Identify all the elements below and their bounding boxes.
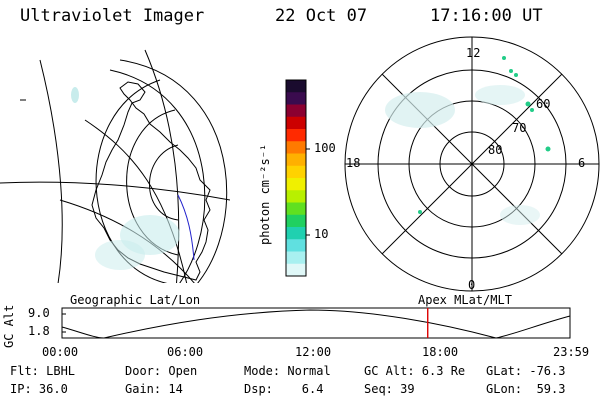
timeline-right-title: Apex MLat/MLT [418,293,512,307]
footer-door: Door: Open [125,364,198,378]
polar-label-left: 18 [346,156,361,170]
footer-filter: Flt: LBHL [10,364,76,378]
colorbar-tick-100: 100 [314,141,336,155]
geographic-map [0,49,230,283]
map-meridian-3 [84,119,188,283]
colorbar-swatch [286,116,306,130]
footer-gc-alt: GC Alt: 6.3 Re [364,364,466,378]
timeline-y-axis-title: GC Alt [2,304,16,348]
polar-bright-spots [418,56,551,214]
instrument-title: Ultraviolet Imager [20,6,205,26]
timeline-ytick-1.8: 1.8 [28,324,50,338]
polar-label-ring-60: 60 [536,97,551,111]
footer-glon: GLon: 59.3 [486,382,566,396]
footer-dsp: Dsp: 6.4 [244,382,324,396]
colorbar [285,79,310,277]
map-meridian-2 [144,49,180,283]
colorbar-swatch [286,92,306,105]
polar-label-top: 12 [466,46,481,60]
polar-plot [344,36,600,292]
colorbar-swatch [286,263,306,277]
colorbar-swatch [286,129,306,142]
colorbar-swatch [286,251,306,265]
colorbar-swatch [286,178,306,191]
footer-seq: Seq: 39 [364,382,415,396]
observation-date: 22 Oct 07 [275,6,368,26]
map-latitude-ring-1 [149,144,179,221]
footer-mode: Mode: Normal [244,364,331,378]
polar-label-bottom: 0 [468,278,476,292]
timeline-xtick-1200: 12:00 [295,345,332,359]
colorbar-swatch [286,202,306,216]
colorbar-frame [285,79,307,277]
map-coastline [91,81,211,281]
observation-time: 17:16:00 UT [430,6,543,26]
timeline-xtick-0600: 06:00 [167,345,204,359]
polar-label-right: 6 [578,156,586,170]
timeline-left-title: Geographic Lat/Lon [70,293,201,307]
timeline-xtick-0000: 00:00 [42,345,79,359]
colorbar-swatch [286,239,306,252]
timeline-xtick-2359: 23:59 [553,345,590,359]
colorbar-swatch [286,214,306,228]
colorbar-swatch [286,165,306,179]
timeline-frame [61,307,571,339]
timeline-xtick-1800: 18:00 [422,345,459,359]
timeline-altitude-curve [61,309,571,339]
polar-diagonal-2 [381,73,563,255]
footer-gain: Gain: 14 [125,382,183,396]
colorbar-swatch [286,190,306,203]
colorbar-swatch [286,141,306,154]
timeline-plot [61,307,571,339]
colorbar-tick-10: 10 [314,227,329,241]
map-blue-track [177,194,195,261]
colorbar-swatch [286,80,306,93]
colorbar-unit-label: photon cm⁻²s⁻¹ [258,143,272,245]
colorbar-swatch [286,227,306,240]
footer-ip: IP: 36.0 [10,382,68,396]
colorbar-swatch [286,104,306,118]
map-meridian-1 [39,59,63,283]
map-aurora-speckles [71,87,180,270]
polar-label-ring-80: 80 [488,143,503,157]
polar-aurora-speckles [385,85,540,225]
polar-label-ring-70: 70 [512,121,527,135]
map-parallel-1 [0,181,230,201]
footer-glat: GLat: -76.3 [486,364,566,378]
colorbar-swatch [286,153,306,167]
timeline-ytick-9: 9.0 [28,306,50,320]
map-limb-outer [119,59,228,283]
